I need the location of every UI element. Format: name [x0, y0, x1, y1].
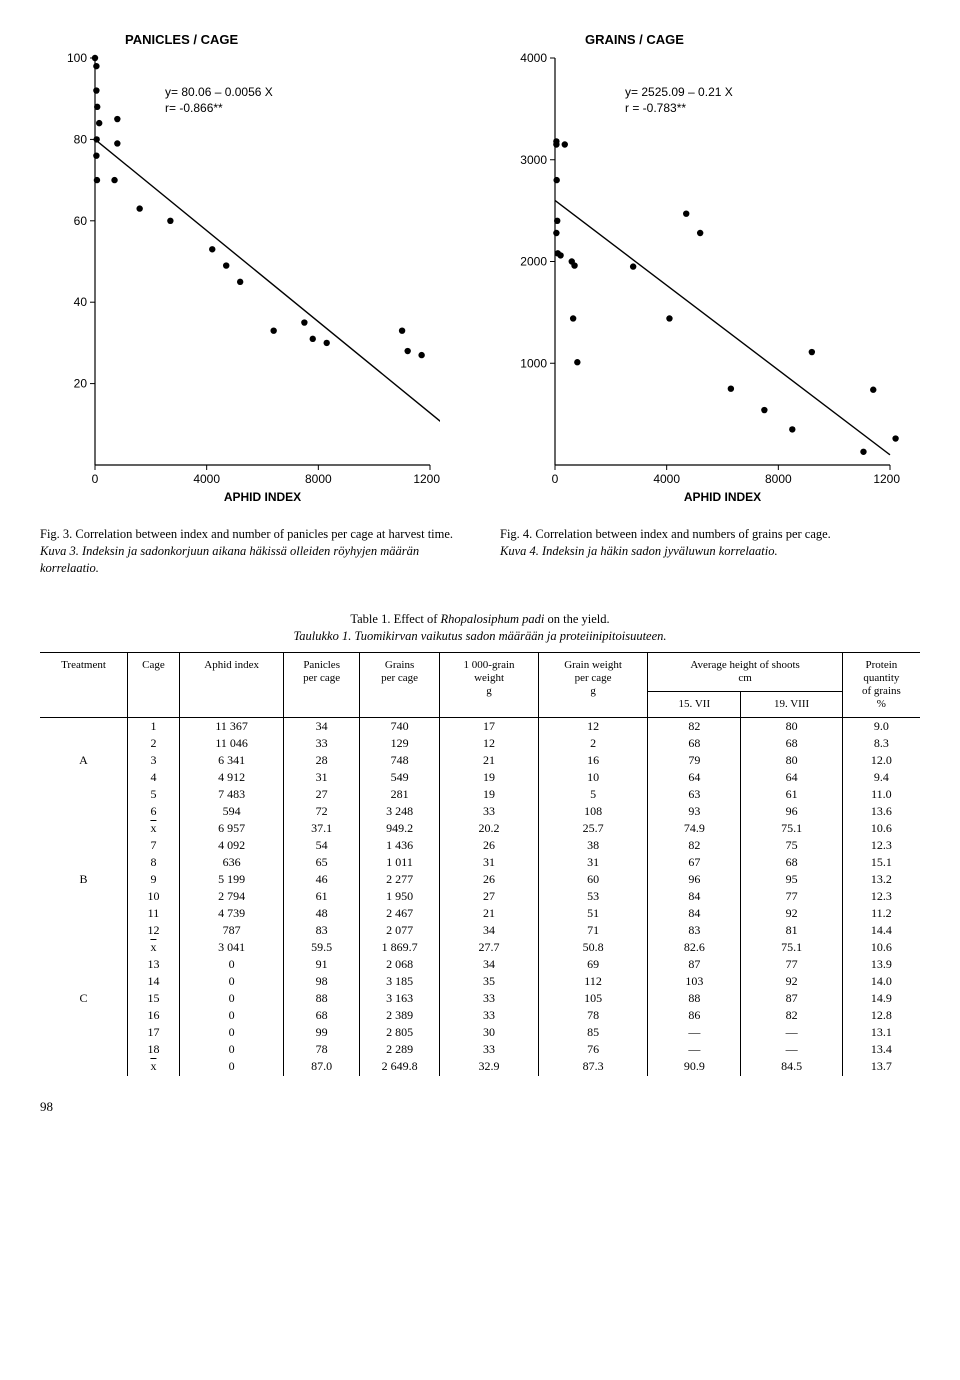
svg-text:APHID INDEX: APHID INDEX — [684, 490, 761, 504]
svg-text:y= 80.06 – 0.0056 X: y= 80.06 – 0.0056 X — [165, 85, 273, 99]
svg-text:GRAINS / CAGE: GRAINS / CAGE — [585, 32, 684, 47]
svg-text:12000: 12000 — [873, 472, 900, 486]
fig3-en: Fig. 3. Correlation between index and nu… — [40, 527, 453, 541]
th-height: Average height of shootscm — [648, 652, 842, 691]
svg-text:80: 80 — [74, 132, 88, 146]
svg-text:0: 0 — [92, 472, 99, 486]
chart-grains: GRAINS / CAGE 1000 2000 3000 4000 0 4000 8000 12… — [500, 30, 920, 577]
table-body: 111 36734740171282809.0211 0463312912268… — [40, 718, 920, 1076]
table-title: Table 1. Effect of Rhopalosiphum padi on… — [40, 611, 920, 646]
svg-text:8000: 8000 — [305, 472, 332, 486]
svg-text:4000: 4000 — [193, 472, 220, 486]
svg-text:2000: 2000 — [520, 255, 547, 269]
svg-text:0: 0 — [552, 472, 559, 486]
svg-text:12000: 12000 — [413, 472, 440, 486]
svg-text:1000: 1000 — [520, 356, 547, 370]
chart-panicles: PANICLES / CAGE 20 40 60 80 100 0 4000 8000 12000… — [40, 30, 460, 577]
th-h2: 19. VIII — [741, 692, 842, 718]
svg-text:60: 60 — [74, 214, 88, 228]
chart2-svg: GRAINS / CAGE 1000 2000 3000 4000 0 4000 8000 12… — [500, 30, 900, 520]
th-gw1000: 1 000-grainweightg — [440, 652, 539, 718]
svg-text:y= 2525.09 – 0.21 X: y= 2525.09 – 0.21 X — [625, 85, 733, 99]
th-gwcage: Grain weightper cageg — [538, 652, 648, 718]
svg-text:r= -0.866**: r= -0.866** — [165, 101, 223, 115]
svg-text:100: 100 — [67, 51, 87, 65]
th-panicles: Paniclesper cage — [284, 652, 359, 718]
svg-text:4000: 4000 — [653, 472, 680, 486]
fig4-en: Fig. 4. Correlation between index and nu… — [500, 527, 831, 541]
svg-text:20: 20 — [74, 377, 88, 391]
th-h1: 15. VII — [648, 692, 741, 718]
svg-text:r = -0.783**: r = -0.783** — [625, 101, 686, 115]
fig3-caption: Fig. 3. Correlation between index and nu… — [40, 526, 460, 577]
fig4-fi: Kuva 4. Indeksin ja häkin sadon jyväluwu… — [500, 544, 778, 558]
fig4-caption: Fig. 4. Correlation between index and nu… — [500, 526, 920, 560]
th-aphid: Aphid index — [179, 652, 284, 718]
th-cage: Cage — [128, 652, 180, 718]
page-number: 98 — [40, 1099, 920, 1115]
svg-text:PANICLES / CAGE: PANICLES / CAGE — [125, 32, 238, 47]
svg-text:APHID INDEX: APHID INDEX — [224, 490, 301, 504]
data-table: Treatment Cage Aphid index Paniclesper c… — [40, 652, 920, 1076]
svg-text:8000: 8000 — [765, 472, 792, 486]
th-grains: Grainsper cage — [359, 652, 439, 718]
svg-text:4000: 4000 — [520, 51, 547, 65]
svg-text:3000: 3000 — [520, 153, 547, 167]
chart1-svg: PANICLES / CAGE 20 40 60 80 100 0 4000 8000 12000… — [40, 30, 440, 520]
svg-text:40: 40 — [74, 295, 88, 309]
th-protein: Proteinquantityof grains% — [842, 652, 920, 718]
fig3-fi: Kuva 3. Indeksin ja sadonkorjuun aikana … — [40, 544, 419, 575]
th-treatment: Treatment — [40, 652, 128, 718]
